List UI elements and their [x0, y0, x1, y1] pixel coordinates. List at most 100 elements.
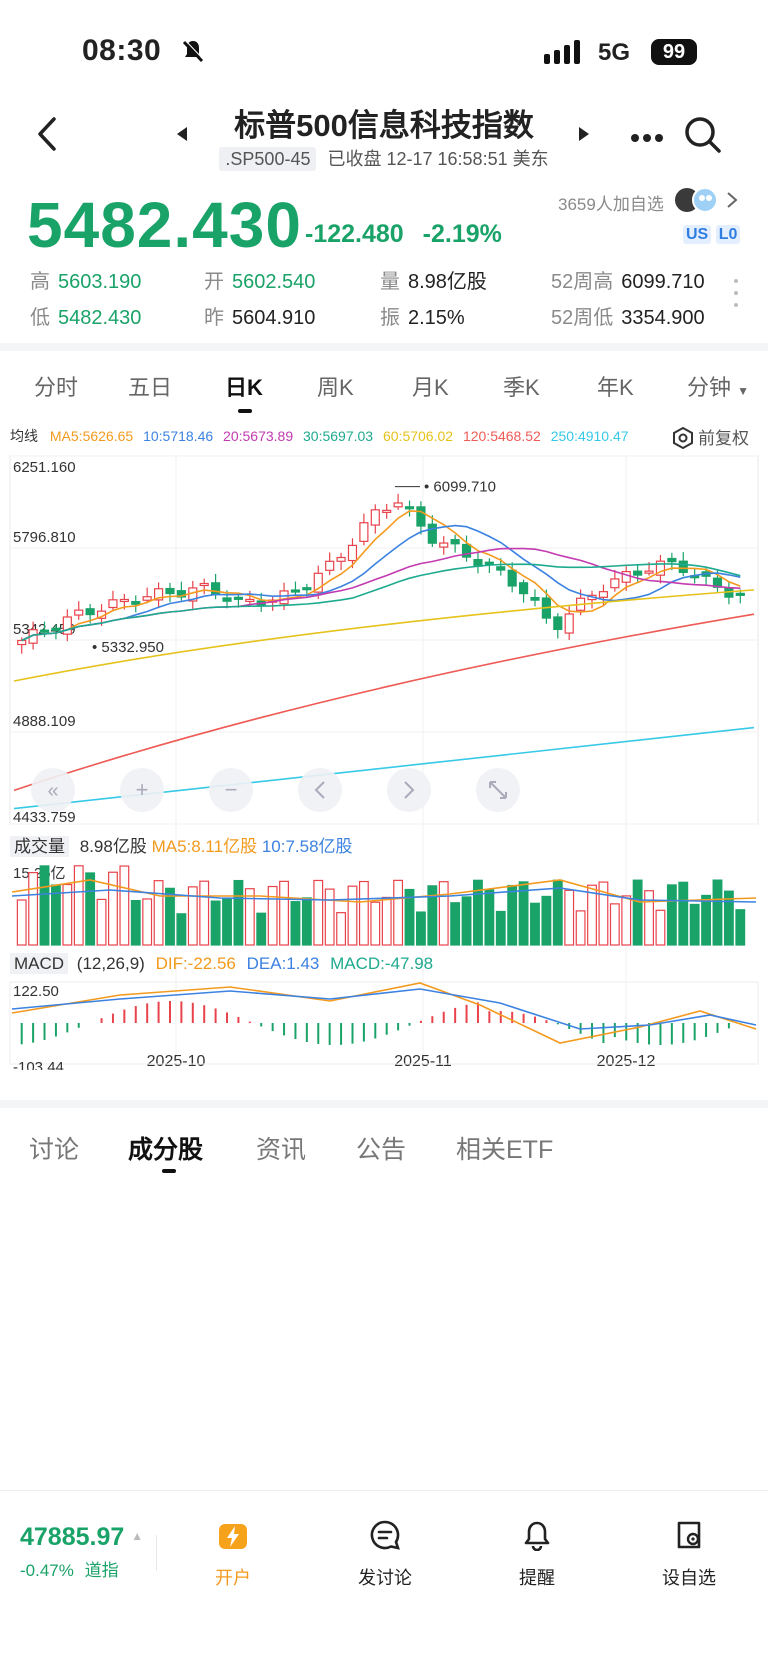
- expand-stats-icon[interactable]: [733, 278, 739, 313]
- post-discussion-button[interactable]: 发讨论: [335, 1519, 435, 1590]
- tab-related-etf[interactable]: 相关ETF: [456, 1136, 554, 1164]
- settings-hex-icon: [673, 426, 693, 450]
- badge-us: US: [683, 225, 712, 244]
- tab-yearly-k[interactable]: 年K: [597, 375, 634, 400]
- tab-daily-k[interactable]: 日K: [225, 375, 263, 400]
- tab-intraday[interactable]: 分时: [34, 375, 79, 400]
- market-status: 已收盘 12-17 16:58:51 美东: [327, 149, 549, 169]
- volume-bar: [313, 879, 324, 946]
- stat-prev-close: 昨 5604.910: [204, 301, 315, 330]
- tab-announcements[interactable]: 公告: [356, 1136, 407, 1164]
- ma30-line: [21, 563, 741, 642]
- candle-body: [724, 587, 734, 598]
- volume-bar: [461, 896, 472, 946]
- candle-body: [530, 597, 540, 601]
- scroll-start-button[interactable]: «: [31, 768, 75, 812]
- volume-bar: [153, 880, 164, 946]
- watcher-avatars: [674, 186, 720, 219]
- tab-news[interactable]: 资讯: [256, 1136, 307, 1164]
- ma10-line: [21, 524, 741, 642]
- stat-label: 52周低: [551, 307, 614, 329]
- tab-constituents[interactable]: 成分股: [128, 1136, 204, 1164]
- volume-bar: [507, 884, 518, 946]
- change-value: -122.480: [305, 220, 404, 248]
- volume-bar: [347, 885, 358, 946]
- zoom-in-button[interactable]: +: [120, 768, 164, 812]
- ma-legend: 均线 MA5:5626.65 10:5718.46 20:5673.89 30:…: [10, 426, 635, 446]
- candle-body: [74, 609, 84, 616]
- scroll-right-button[interactable]: [387, 768, 431, 812]
- volume-bar: [415, 911, 426, 946]
- candle-body: [245, 598, 255, 603]
- tab-minute-label: 分钟: [687, 375, 732, 400]
- tab-weekly-k[interactable]: 周K: [317, 375, 354, 400]
- candle-body: [347, 544, 358, 562]
- candle-body: [382, 509, 392, 513]
- volume-bar: [393, 879, 404, 946]
- candle-body: [325, 560, 335, 571]
- stat-label: 高: [30, 271, 50, 293]
- candle-body: [667, 557, 677, 563]
- volume-bar: [666, 884, 677, 946]
- stat-52w-low: 52周低 3354.900: [551, 301, 705, 330]
- volume-bar: [210, 900, 221, 946]
- tab-monthly-k[interactable]: 月K: [412, 375, 449, 400]
- tab-discussion[interactable]: 讨论: [29, 1136, 80, 1164]
- tab-five-day[interactable]: 五日: [128, 375, 173, 400]
- scroll-left-button[interactable]: [298, 768, 342, 812]
- stat-label: 开: [204, 271, 224, 293]
- active-bottom-tab-indicator: [162, 1169, 176, 1173]
- fullscreen-button[interactable]: [476, 768, 520, 812]
- candlestick-chart[interactable]: 6251.1605796.8105342.4594888.1094433.759…: [0, 450, 768, 1070]
- volume-bar: [279, 880, 289, 946]
- volume-bar: [222, 897, 232, 946]
- open-account-button[interactable]: 开户: [183, 1519, 283, 1590]
- mute-icon: [180, 38, 206, 69]
- tab-minute[interactable]: 分钟 ▼: [687, 370, 749, 402]
- volume-bar: [324, 888, 335, 946]
- chevron-right-icon[interactable]: [726, 191, 738, 214]
- stat-label: 低: [30, 307, 50, 329]
- watchers-count[interactable]: 3659人加自选: [558, 195, 664, 214]
- adjust-toggle[interactable]: 前复权: [672, 424, 749, 450]
- svg-text:«: «: [47, 780, 58, 802]
- y-tick-label: 4433.759: [13, 809, 76, 826]
- index-change: -0.47%: [20, 1561, 74, 1580]
- volume-legend: 成交量 8.98亿股 MA5:8.11亿股 10:7.58亿股: [10, 832, 353, 857]
- alert-button[interactable]: 提醒: [487, 1519, 587, 1590]
- ma120-line: [13, 613, 755, 792]
- candle-body: [644, 570, 654, 574]
- volume-bar: [358, 880, 369, 946]
- volume-bar: [655, 909, 666, 946]
- more-icon[interactable]: [630, 130, 664, 148]
- prev-stock-icon[interactable]: [176, 126, 188, 147]
- change-percent: -2.19%: [422, 220, 502, 248]
- next-stock-icon[interactable]: [578, 126, 590, 147]
- volume-bar: [632, 879, 643, 946]
- y-tick-label: 5796.810: [13, 529, 76, 546]
- macd-legend: MACD (12,26,9) DIF:-22.56 DEA:1.43 MACD:…: [10, 953, 433, 974]
- back-icon[interactable]: [36, 116, 58, 157]
- page-title: 标普500信息科技指数: [234, 108, 534, 143]
- tab-quarterly-k[interactable]: 季K: [503, 375, 540, 400]
- open-account-label: 开户: [215, 1568, 251, 1588]
- candle-body: [416, 506, 426, 527]
- candle-body: [279, 590, 289, 605]
- volume-bar: [712, 879, 723, 946]
- macd-title: MACD: [10, 953, 69, 974]
- volume-bar: [735, 909, 746, 946]
- volume-bar: [564, 889, 575, 946]
- search-icon[interactable]: [684, 116, 722, 159]
- zoom-out-button[interactable]: −: [209, 768, 253, 812]
- macd-tick-label: -103.44: [13, 1059, 64, 1070]
- watchlist-settings-button[interactable]: 设自选: [639, 1519, 739, 1590]
- index-ticker[interactable]: 47885.97 ▲ -0.47% 道指: [20, 1523, 143, 1581]
- candle-body: [153, 588, 164, 601]
- market-badges: US L0: [683, 225, 741, 244]
- volume-bar: [450, 902, 461, 946]
- adjust-label: 前复权: [698, 429, 749, 448]
- lightning-wallet-icon: [219, 1524, 247, 1549]
- candle-body: [17, 639, 27, 646]
- volume-bar: [541, 895, 552, 946]
- ma60-line: [13, 589, 755, 682]
